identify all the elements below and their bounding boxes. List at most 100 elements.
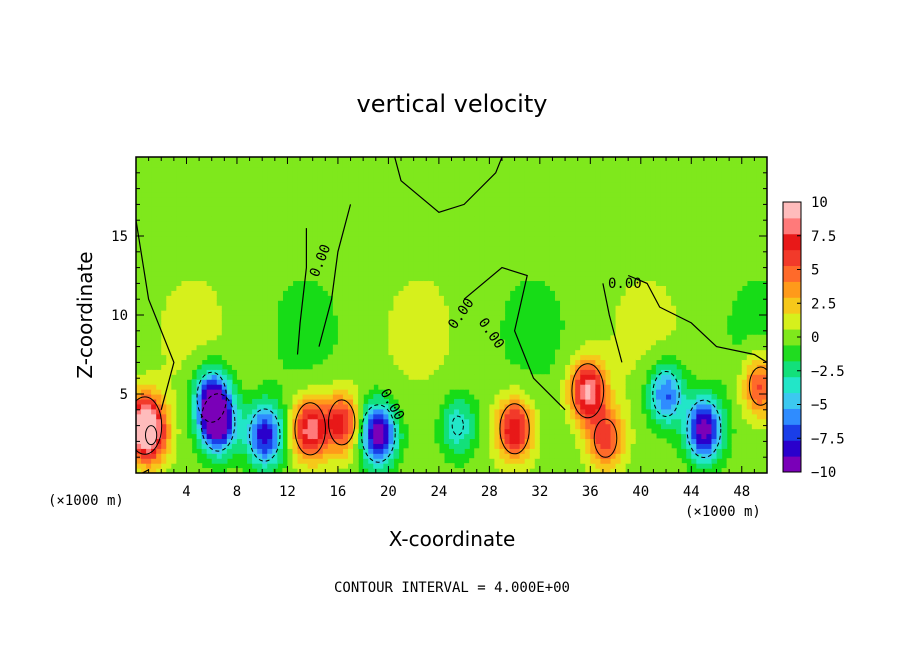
field-cell	[549, 443, 556, 449]
field-cell	[141, 324, 147, 331]
field-cell	[519, 221, 526, 227]
field-cell	[529, 403, 536, 410]
field-cell	[443, 166, 450, 173]
field-cell	[398, 305, 405, 311]
field-cell	[560, 206, 566, 212]
field-cell	[403, 285, 410, 291]
field-cell	[282, 379, 289, 385]
field-cell	[499, 171, 506, 178]
field-cell	[216, 443, 223, 449]
field-cell	[423, 458, 430, 464]
field-cell	[161, 280, 167, 286]
field-cell	[231, 423, 238, 430]
field-cell	[181, 418, 188, 425]
field-cell	[136, 369, 142, 375]
field-cell	[479, 265, 485, 272]
field-cell	[393, 364, 400, 370]
field-cell	[247, 186, 253, 193]
field-cell	[337, 300, 344, 306]
field-cell	[176, 354, 183, 361]
field-cell	[398, 191, 405, 198]
field-cell	[368, 250, 374, 257]
field-cell	[221, 161, 228, 168]
field-cell	[247, 285, 253, 291]
field-cell	[494, 315, 501, 321]
field-cell	[499, 463, 506, 469]
field-cell	[348, 359, 354, 365]
field-cell	[267, 438, 273, 444]
field-cell	[388, 226, 395, 232]
field-cell	[221, 438, 228, 444]
field-cell	[544, 250, 551, 257]
field-cell	[287, 191, 294, 198]
field-cell	[166, 270, 172, 277]
field-cell	[201, 379, 208, 385]
field-cell	[277, 260, 283, 267]
field-cell	[257, 379, 263, 385]
field-cell	[186, 339, 193, 346]
field-cell	[221, 191, 228, 198]
field-cell	[413, 240, 420, 247]
field-cell	[191, 226, 198, 232]
field-cell	[403, 344, 410, 351]
field-cell	[499, 359, 506, 365]
field-cell	[287, 468, 294, 473]
field-cell	[459, 349, 465, 356]
field-cell	[317, 265, 324, 272]
field-cell	[454, 408, 460, 415]
field-cell	[242, 295, 248, 301]
field-cell	[484, 171, 490, 178]
field-cell	[312, 433, 319, 440]
field-cell	[332, 285, 339, 291]
field-cell	[146, 458, 152, 464]
field-cell	[448, 324, 455, 331]
field-cell	[363, 236, 369, 242]
field-cell	[373, 221, 379, 227]
field-cell	[484, 315, 490, 321]
field-cell	[565, 374, 571, 380]
field-cell	[201, 310, 208, 316]
field-cell	[499, 403, 506, 410]
field-cell	[560, 221, 566, 227]
field-cell	[433, 206, 440, 212]
field-cell	[368, 265, 374, 272]
field-cell	[368, 349, 374, 356]
field-cell	[181, 413, 188, 420]
field-cell	[267, 191, 273, 198]
field-cell	[454, 280, 460, 286]
field-cell	[337, 245, 344, 252]
field-cell	[216, 398, 223, 405]
field-cell	[231, 216, 238, 222]
field-cell	[201, 171, 208, 178]
field-cell	[322, 231, 329, 237]
field-cell	[171, 260, 177, 267]
field-cell	[151, 216, 157, 222]
field-cell	[257, 245, 263, 252]
field-cell	[514, 458, 521, 464]
field-cell	[544, 433, 551, 440]
field-cell	[191, 171, 198, 178]
field-cell	[514, 374, 521, 380]
field-cell	[544, 176, 551, 183]
field-cell	[383, 453, 389, 459]
field-cell	[459, 433, 465, 440]
field-cell	[247, 216, 253, 222]
field-cell	[247, 161, 253, 168]
field-cell	[252, 349, 258, 356]
field-cell	[136, 389, 142, 395]
field-cell	[484, 384, 490, 390]
field-cell	[570, 250, 576, 257]
field-cell	[348, 191, 354, 198]
field-cell	[544, 384, 551, 390]
field-cell	[459, 364, 465, 370]
field-cell	[136, 240, 142, 247]
field-cell	[186, 245, 193, 252]
field-cell	[272, 398, 278, 405]
field-cell	[292, 453, 299, 459]
field-cell	[242, 186, 248, 193]
field-cell	[393, 428, 400, 435]
field-cell	[231, 270, 238, 277]
field-cell	[554, 280, 561, 286]
field-cell	[348, 369, 354, 375]
field-cell	[353, 339, 359, 346]
